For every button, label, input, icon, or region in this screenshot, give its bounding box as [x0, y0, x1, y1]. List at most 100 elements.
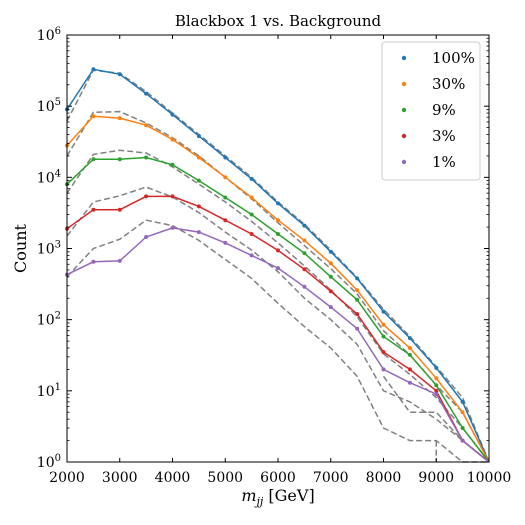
data-point — [117, 72, 122, 77]
data-point — [91, 67, 96, 72]
x-tick-label: 4000 — [155, 470, 191, 486]
data-point — [434, 383, 439, 388]
data-point — [223, 175, 228, 180]
data-point — [144, 91, 149, 96]
data-point — [328, 305, 333, 310]
data-point — [276, 232, 280, 236]
data-point — [249, 176, 254, 181]
data-point — [381, 367, 386, 372]
legend-label: 100% — [432, 49, 475, 67]
data-point — [144, 123, 149, 128]
legend-marker — [401, 55, 407, 61]
data-point — [144, 155, 149, 160]
data-point — [434, 365, 439, 370]
data-point — [434, 388, 439, 393]
data-point — [276, 218, 280, 223]
data-point — [302, 251, 307, 256]
data-point — [170, 225, 175, 230]
x-tick-label: 2000 — [49, 470, 85, 486]
data-point — [170, 194, 175, 199]
legend-box — [381, 41, 481, 181]
data-point — [407, 336, 412, 341]
data-point — [170, 162, 175, 167]
plot-area — [65, 34, 490, 463]
data-point — [407, 352, 412, 357]
data-point — [407, 346, 412, 350]
x-tick-label: 3000 — [102, 470, 138, 486]
data-point — [355, 326, 360, 331]
y-tick-label: 106 — [37, 26, 61, 44]
legend-marker — [401, 107, 407, 113]
data-point — [381, 309, 386, 314]
data-point — [328, 274, 333, 279]
legend-label: 3% — [432, 127, 456, 145]
data-point — [434, 392, 439, 397]
legend: 100% 30% 9% 3% 1% — [381, 41, 481, 181]
data-point — [249, 195, 254, 200]
data-point — [302, 284, 307, 289]
data-point — [407, 367, 412, 372]
legend-label: 1% — [432, 153, 456, 171]
background-line — [66, 149, 490, 463]
y-tick-label: 105 — [37, 97, 61, 115]
data-point — [196, 230, 201, 235]
data-point — [196, 204, 201, 209]
x-axis-label: mjj [GeV] — [241, 486, 314, 508]
y-tick-label: 104 — [37, 168, 61, 186]
data-point — [196, 134, 201, 139]
data-point — [381, 322, 386, 327]
data-point — [196, 155, 201, 160]
data-point — [355, 276, 360, 281]
data-point — [196, 178, 201, 183]
x-tick-label: 10000 — [467, 470, 512, 486]
data-point — [223, 195, 228, 200]
legend-label: 9% — [432, 101, 456, 119]
background-line — [66, 186, 490, 463]
data-point — [249, 253, 254, 258]
x-tick-label: 7000 — [313, 470, 349, 486]
data-point — [223, 155, 228, 160]
data-point — [381, 334, 386, 339]
x-tick-label: 9000 — [418, 470, 454, 486]
data-point — [460, 410, 465, 415]
data-point — [328, 289, 333, 294]
y-tick-label: 100 — [37, 453, 61, 471]
data-point — [302, 267, 307, 272]
chart-title: Blackbox 1 vs. Background — [175, 12, 382, 30]
data-point — [91, 259, 96, 264]
legend-marker — [401, 159, 407, 165]
data-point — [223, 240, 228, 245]
data-point — [460, 438, 465, 443]
background-line — [66, 69, 490, 463]
data-point — [407, 380, 412, 385]
data-point — [117, 258, 122, 263]
y-tick-label: 103 — [37, 240, 61, 258]
data-point — [249, 212, 254, 217]
data-point — [223, 218, 228, 223]
data-point — [276, 266, 280, 271]
data-point — [276, 248, 280, 253]
data-point — [144, 194, 149, 199]
data-point — [460, 426, 465, 430]
data-point — [117, 207, 122, 212]
legend-label: 30% — [432, 75, 465, 93]
data-point — [170, 112, 175, 117]
y-tick-label: 102 — [37, 311, 61, 329]
data-point — [249, 232, 254, 236]
y-tick-label: 101 — [37, 382, 61, 400]
data-point — [117, 116, 122, 121]
data-point — [117, 157, 122, 162]
y-axis-label: Count — [11, 223, 30, 272]
legend-marker — [401, 81, 407, 87]
x-tick-label: 8000 — [366, 470, 402, 486]
data-point — [302, 238, 307, 243]
data-point — [355, 312, 360, 316]
data-point — [328, 249, 333, 254]
data-point — [460, 399, 465, 404]
data-point — [91, 114, 96, 119]
legend-marker — [401, 133, 407, 139]
x-tick-label: 6000 — [260, 470, 296, 486]
background-line — [66, 219, 489, 463]
data-point — [170, 137, 175, 142]
